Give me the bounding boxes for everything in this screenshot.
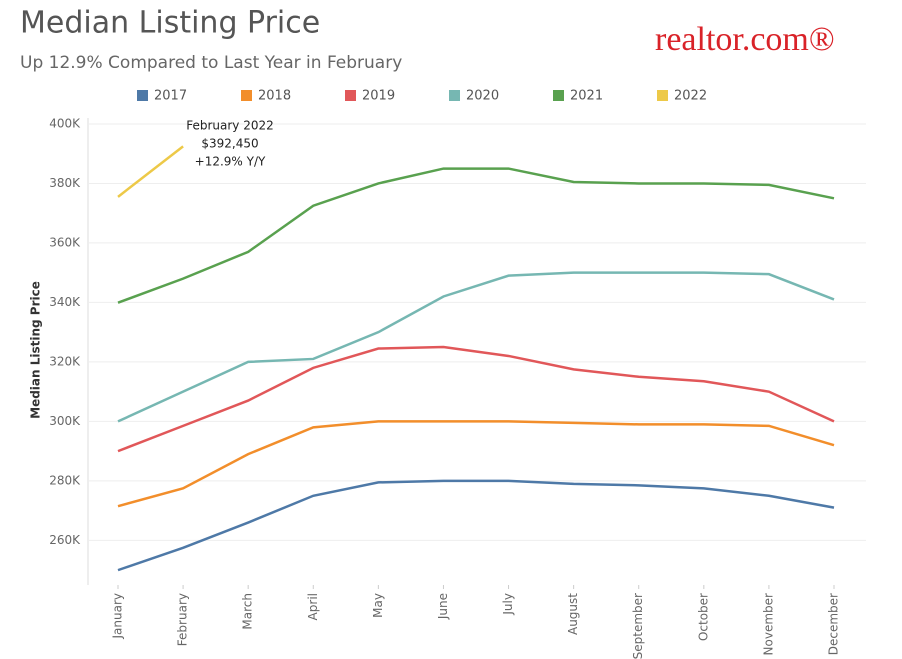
annotation: +12.9% Y/Y — [195, 155, 266, 169]
series-line — [117, 479, 835, 572]
legend-label: 2018 — [258, 89, 291, 104]
series-line — [117, 345, 835, 453]
x-tick-label: March — [241, 593, 255, 630]
y-axis-label: Median Listing Price — [29, 281, 43, 419]
x-tick-label: December — [827, 593, 841, 655]
x-tick-label: May — [371, 593, 385, 618]
series-line — [117, 271, 835, 423]
y-tick-label: 300K — [49, 414, 81, 428]
legend-swatch — [137, 90, 148, 101]
legend-label: 2020 — [466, 89, 499, 104]
series-line — [117, 167, 835, 304]
x-tick-label: January — [111, 593, 125, 640]
legend-label: 2017 — [154, 89, 187, 104]
legend-swatch — [449, 90, 460, 101]
legend-swatch — [657, 90, 668, 101]
x-tick-label: September — [631, 593, 645, 659]
y-tick-label: 280K — [49, 473, 81, 487]
legend-swatch — [553, 90, 564, 101]
legend-label: 2022 — [674, 89, 707, 104]
x-tick-label: October — [696, 593, 710, 641]
x-tick-label: November — [761, 593, 775, 655]
x-tick-label: July — [501, 593, 515, 616]
y-tick-label: 260K — [49, 533, 81, 547]
y-tick-label: 400K — [49, 116, 81, 130]
chart-title: Median Listing Price — [20, 6, 320, 41]
legend-swatch — [345, 90, 356, 101]
chart-subtitle: Up 12.9% Compared to Last Year in Februa… — [20, 53, 402, 73]
series-line — [117, 420, 835, 508]
legend-swatch — [241, 90, 252, 101]
legend-label: 2021 — [570, 89, 603, 104]
y-tick-label: 360K — [49, 235, 81, 249]
annotation: February 2022 — [186, 119, 274, 133]
y-tick-label: 340K — [49, 295, 81, 309]
x-tick-label: February — [176, 593, 190, 646]
annotation: $392,450 — [201, 137, 258, 151]
x-tick-label: April — [306, 593, 320, 620]
logo: realtor.com® — [655, 21, 835, 58]
x-tick-label: August — [566, 593, 580, 635]
series-line — [117, 145, 184, 198]
y-tick-label: 380K — [49, 176, 81, 190]
x-tick-label: June — [436, 593, 450, 620]
legend-label: 2019 — [362, 89, 395, 104]
y-tick-label: 320K — [49, 354, 81, 368]
